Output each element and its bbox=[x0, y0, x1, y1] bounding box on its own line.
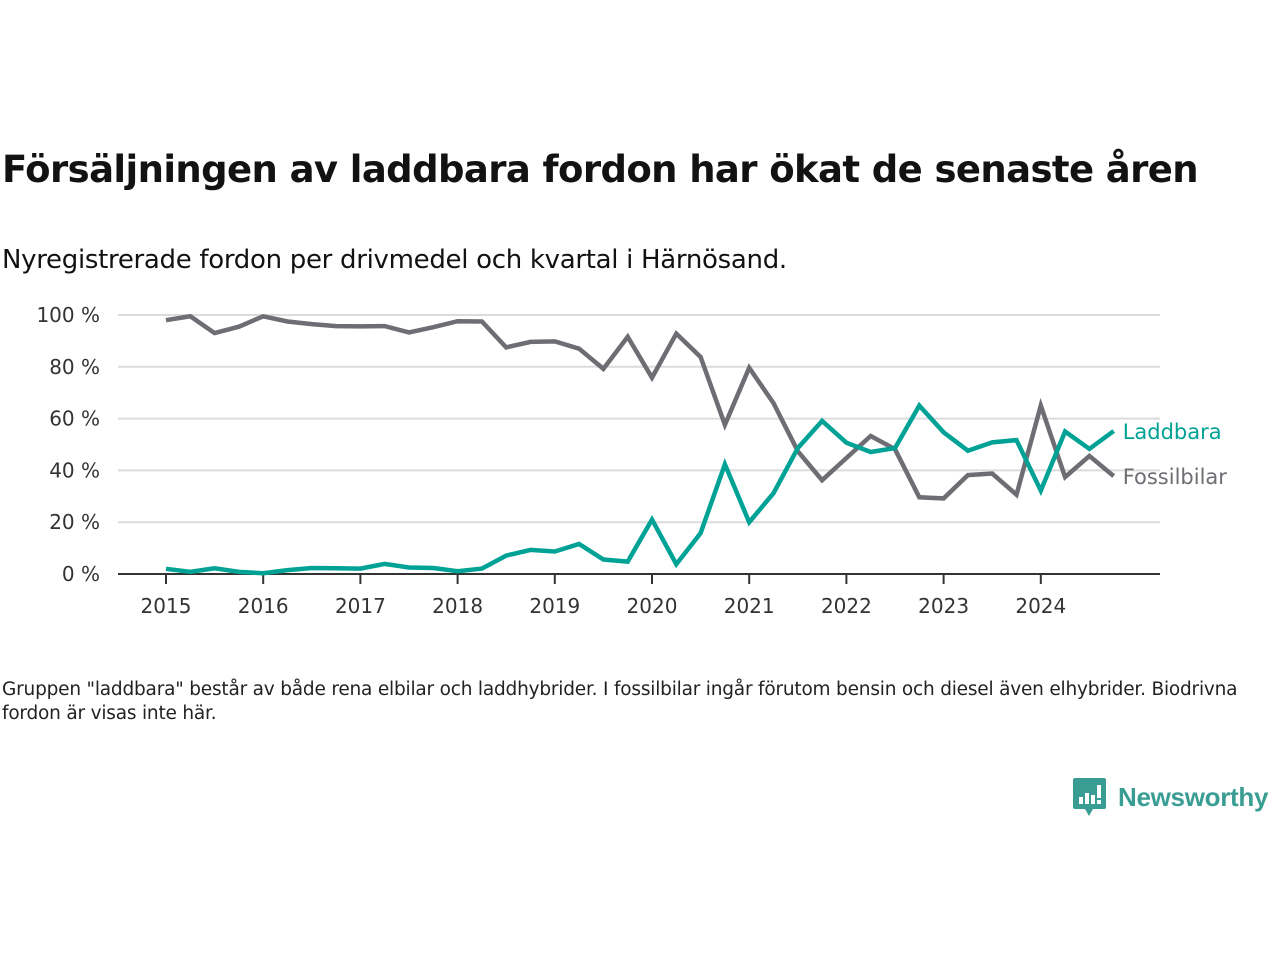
series-label-laddbara: Laddbara bbox=[1123, 420, 1222, 444]
logo-text: Newsworthy bbox=[1118, 781, 1269, 812]
x-tick-label: 2015 bbox=[141, 594, 192, 618]
y-tick-label: 20 % bbox=[49, 510, 100, 534]
y-tick-label: 40 % bbox=[49, 458, 100, 482]
y-tick-label: 80 % bbox=[49, 355, 100, 379]
x-tick-label: 2017 bbox=[335, 594, 386, 618]
series-label-fossilbilar: Fossilbilar bbox=[1123, 465, 1228, 489]
chart-subtitle: Nyregistrerade fordon per drivmedel och … bbox=[2, 245, 787, 275]
x-tick-label: 2022 bbox=[821, 594, 872, 618]
gridlines bbox=[118, 314, 1160, 524]
series-line-fossilbilar bbox=[165, 313, 1116, 501]
series-lines bbox=[165, 313, 1116, 576]
bar-chart-speech-bubble-icon bbox=[1073, 778, 1106, 816]
x-tick-label: 2023 bbox=[918, 594, 969, 618]
x-tick-label: 2019 bbox=[529, 594, 580, 618]
line-chart: 0 %20 %40 %60 %80 %100 % 2015 2016 2017 201… bbox=[36, 303, 1228, 618]
x-tick-label: 2020 bbox=[627, 594, 678, 618]
x-tick-label: 2016 bbox=[238, 594, 289, 618]
x-axis: 2015 2016 2017 2018 2019 2020 2021 2022 2023 2024 bbox=[118, 573, 1160, 618]
y-tick-label: 60 % bbox=[49, 407, 100, 431]
series-line-laddbara bbox=[165, 401, 1116, 576]
y-tick-label: 100 % bbox=[36, 303, 100, 327]
x-tick-label: 2021 bbox=[724, 594, 775, 618]
x-tick-label: 2024 bbox=[1015, 594, 1066, 618]
y-axis: 0 % 20 % 40 % 60 % 80 % 100 % bbox=[36, 303, 100, 586]
newsworthy-logo[interactable]: Newsworthy bbox=[1073, 778, 1268, 816]
x-tick-label: 2018 bbox=[432, 594, 483, 618]
series-labels: Laddbara Fossilbilar bbox=[1123, 420, 1228, 489]
y-tick-label: 0 % bbox=[62, 562, 100, 586]
footnote: Gruppen "laddbara" består av både rena e… bbox=[2, 679, 1238, 724]
chart-title: Försäljningen av laddbara fordon har öka… bbox=[2, 148, 1199, 191]
